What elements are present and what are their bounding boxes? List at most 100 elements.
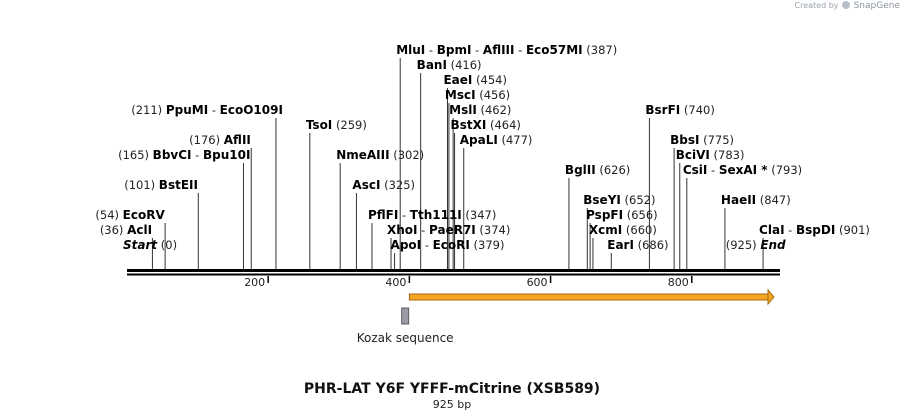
enzyme-name: EcoRV xyxy=(123,208,166,222)
credit-brand: SnapGene xyxy=(853,1,900,11)
map-length: 925 bp xyxy=(433,398,471,411)
enzyme-name: EarI xyxy=(607,238,634,252)
enzyme-name: Tth111I xyxy=(410,208,462,222)
enzyme-name: BbsI xyxy=(670,133,699,147)
site-tsoi[interactable]: TsoI (259) xyxy=(306,118,367,132)
site-position: (783) xyxy=(714,148,745,162)
site-label: BanI (416) xyxy=(417,58,482,72)
enzyme-name: End xyxy=(760,238,786,252)
snapgene-credit: Created by SnapGene xyxy=(794,1,900,11)
site-ecorv[interactable]: (54) EcoRV xyxy=(95,208,165,222)
site-position: (464) xyxy=(490,118,521,132)
site-position: (740) xyxy=(684,103,715,117)
site-eari[interactable]: EarI (686) xyxy=(607,238,668,252)
site-bbsi[interactable]: BbsI (775) xyxy=(670,133,734,147)
site-bcivi[interactable]: BciVI (783) xyxy=(676,148,745,162)
site-position: (101) xyxy=(124,178,155,192)
site-position: (259) xyxy=(336,118,367,132)
site-label: (101) BstEII xyxy=(124,178,198,192)
enzyme-name: ClaI xyxy=(759,223,784,237)
site-label: PspFI (656) xyxy=(586,208,658,222)
enzyme-name: BanI xyxy=(417,58,447,72)
site-label: MluI - BpmI - AflIII - Eco57MI (387) xyxy=(396,43,617,57)
site-label: XcmI (660) xyxy=(589,223,657,237)
site-label: (176) AflII xyxy=(189,133,251,147)
enzyme-name: EaeI xyxy=(443,73,472,87)
site-asci[interactable]: AscI (325) xyxy=(352,178,415,192)
site-mlui[interactable]: MluI - BpmI - AflIII - Eco57MI (387) xyxy=(396,43,617,57)
site-nmeaiii[interactable]: NmeAIII (302) xyxy=(336,148,424,162)
site-label: ClaI - BspDI (901) xyxy=(759,223,870,237)
site-apoi[interactable]: ApoI - EcoRI (379) xyxy=(391,238,505,252)
site-leaders xyxy=(151,58,764,269)
enzyme-name: ApoI xyxy=(391,238,422,252)
site-label: BbsI (775) xyxy=(670,133,734,147)
enzyme-name: EcoRI xyxy=(433,238,470,252)
site-msci[interactable]: MscI (456) xyxy=(445,88,510,102)
enzyme-name: MslI xyxy=(449,103,477,117)
site-position: (387) xyxy=(586,43,617,57)
site-haeii[interactable]: HaeII (847) xyxy=(721,193,791,207)
site-position: (454) xyxy=(476,73,507,87)
site-pspfi[interactable]: PspFI (656) xyxy=(586,208,658,222)
enzyme-name: AscI xyxy=(352,178,380,192)
site-clai[interactable]: ClaI - BspDI (901) xyxy=(759,223,870,237)
enzyme-name: AclI xyxy=(127,223,152,237)
enzyme-name: XcmI xyxy=(589,223,622,237)
site-position: (176) xyxy=(189,133,220,147)
site-position: (477) xyxy=(501,133,532,147)
site-start[interactable]: Start (0) xyxy=(123,238,177,252)
site-bani[interactable]: BanI (416) xyxy=(417,58,482,72)
site-bglii[interactable]: BglII (626) xyxy=(565,163,630,177)
enzyme-name: BstEII xyxy=(159,178,198,192)
site-acli[interactable]: (36) AclI xyxy=(100,223,152,237)
site-bbvci[interactable]: (165) BbvCI - Bpu10I xyxy=(118,148,250,162)
site-label: BseYI (652) xyxy=(583,193,655,207)
site-csii[interactable]: CsiI - SexAI * (793) xyxy=(683,163,802,177)
enzyme-name: TsoI xyxy=(306,118,332,132)
site-label: MscI (456) xyxy=(445,88,510,102)
enzyme-name: BpmI xyxy=(437,43,472,57)
credit-prefix: Created by xyxy=(794,1,839,10)
site-bsteii[interactable]: (101) BstEII xyxy=(124,178,198,192)
site-aflii[interactable]: (176) AflII xyxy=(189,133,251,147)
enzyme-name: Eco57MI xyxy=(526,43,583,57)
site-label: BstXI (464) xyxy=(451,118,521,132)
site-end[interactable]: (925) End xyxy=(726,238,786,252)
enzyme-name: SexAI * xyxy=(719,163,768,177)
site-bstxi[interactable]: BstXI (464) xyxy=(451,118,521,132)
site-position: (925) xyxy=(726,238,757,252)
map-title: PHR-LAT Y6F YFFF-mCitrine (XSB589) xyxy=(304,381,600,397)
site-position: (656) xyxy=(627,208,658,222)
site-xcmi[interactable]: XcmI (660) xyxy=(589,223,657,237)
site-xhoi[interactable]: XhoI - PaeR7I (374) xyxy=(387,223,510,237)
site-pflfi[interactable]: PflFI - Tth111I (347) xyxy=(368,208,496,222)
site-apali[interactable]: ApaLI (477) xyxy=(460,133,533,147)
site-eaei[interactable]: EaeI (454) xyxy=(443,73,507,87)
enzyme-name: PaeR7I xyxy=(429,223,476,237)
site-position: (36) xyxy=(100,223,124,237)
ruler-tick-label: 800 xyxy=(668,276,689,289)
enzyme-name: AflII xyxy=(224,133,251,147)
site-position: (462) xyxy=(480,103,511,117)
site-position: (416) xyxy=(451,58,482,72)
kozak-marker xyxy=(401,307,410,325)
site-ppumi[interactable]: (211) PpuMI - EcoO109I xyxy=(131,103,283,117)
enzyme-name: MluI xyxy=(396,43,425,57)
site-position: (847) xyxy=(760,193,791,207)
enzyme-name: Start xyxy=(123,238,158,252)
site-bsrfi[interactable]: BsrFI (740) xyxy=(645,103,714,117)
site-label: BciVI (783) xyxy=(676,148,745,162)
site-msli[interactable]: MslI (462) xyxy=(449,103,511,117)
site-position: (775) xyxy=(703,133,734,147)
enzyme-name: HaeII xyxy=(721,193,756,207)
site-position: (374) xyxy=(479,223,510,237)
site-position: (0) xyxy=(161,238,177,252)
site-bseyi[interactable]: BseYI (652) xyxy=(583,193,655,207)
enzyme-name: BseYI xyxy=(583,193,621,207)
ruler-tick-label: 600 xyxy=(527,276,548,289)
enzyme-name: ApaLI xyxy=(460,133,498,147)
site-position: (302) xyxy=(393,148,424,162)
enzyme-name: PpuMI xyxy=(166,103,208,117)
